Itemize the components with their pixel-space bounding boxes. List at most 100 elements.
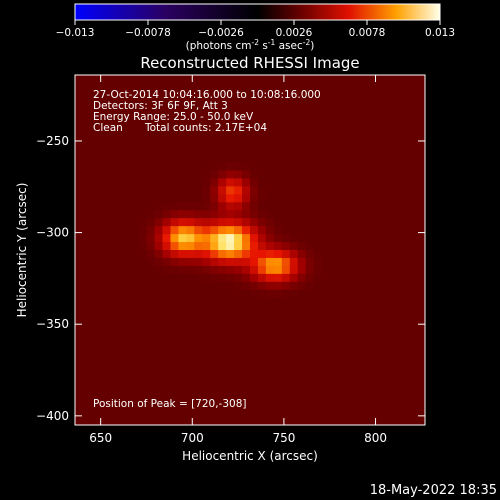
- heatmap-cell: [75, 265, 84, 275]
- heatmap-cell: [345, 178, 355, 187]
- heatmap-cell: [417, 154, 425, 164]
- heatmap-cell: [218, 154, 227, 164]
- heatmap-cell: [337, 417, 347, 425]
- heatmap-cell: [75, 162, 84, 172]
- colorbar: −0.013 −0.0078 −0.0026 0.0026 0.0078 0.013 (p…: [56, 3, 455, 52]
- heatmap-cell: [313, 281, 323, 291]
- heatmap-cell: [281, 146, 291, 156]
- heatmap-cell: [321, 401, 331, 410]
- heatmap-cell: [162, 250, 172, 259]
- heatmap-cell: [401, 409, 410, 418]
- heatmap-cell: [409, 345, 418, 355]
- heatmap-cell: [186, 106, 195, 116]
- heatmap-cell: [321, 353, 331, 362]
- heatmap-cell: [114, 289, 124, 299]
- heatmap-cell: [401, 353, 410, 362]
- heatmap-cell: [98, 321, 108, 331]
- heatmap-cell: [226, 273, 235, 283]
- heatmap-cell: [130, 321, 140, 331]
- heatmap-cell: [202, 257, 211, 267]
- heatmap-cell: [202, 146, 211, 156]
- heatmap-cell: [90, 265, 100, 275]
- heatmap-cell: [242, 250, 251, 259]
- heatmap-cell: [154, 138, 164, 148]
- heatmap-cell: [297, 194, 307, 203]
- heatmap-cell: [305, 106, 315, 116]
- heatmap-cell: [194, 218, 203, 227]
- heatmap-cell: [393, 194, 402, 203]
- heatmap-cell: [106, 75, 116, 84]
- heatmap-cell: [385, 250, 394, 259]
- heatmap-cell: [114, 186, 124, 195]
- heatmap-cell: [82, 146, 92, 156]
- heatmap-cell: [146, 234, 156, 243]
- heatmap-cell: [114, 154, 124, 164]
- heatmap-cell: [138, 329, 148, 339]
- heatmap-cell: [401, 194, 410, 203]
- heatmap-cell: [281, 98, 291, 108]
- heatmap-cell: [202, 75, 211, 84]
- heatmap-cell: [250, 313, 259, 323]
- heatmap-cell: [122, 265, 132, 275]
- heatmap-cell: [178, 138, 187, 148]
- heatmap-cell: [146, 106, 156, 116]
- heatmap-cell: [210, 218, 219, 227]
- heatmap-cell: [130, 297, 140, 307]
- heatmap-cell: [242, 98, 251, 108]
- heatmap-cell: [393, 273, 402, 283]
- heatmap-cell: [242, 369, 251, 378]
- heatmap-cell: [114, 393, 124, 402]
- heatmap-cell: [313, 82, 323, 92]
- heatmap-cell: [82, 106, 92, 116]
- heatmap-cell: [305, 114, 315, 124]
- heatmap-cell: [138, 305, 148, 315]
- heatmap-cell: [130, 98, 140, 108]
- heatmap-cell: [257, 281, 267, 291]
- heatmap-cell: [265, 409, 275, 418]
- heatmap-cell: [281, 337, 291, 347]
- heatmap-cell: [361, 138, 370, 148]
- heatmap-cell: [281, 130, 291, 140]
- heatmap-cell: [297, 226, 307, 235]
- heatmap-cell: [234, 401, 243, 410]
- heatmap-cell: [385, 106, 394, 116]
- heatmap-cell: [353, 218, 362, 227]
- heatmap-cell: [297, 257, 307, 267]
- heatmap-cell: [273, 250, 283, 259]
- heatmap-cell: [75, 170, 84, 180]
- heatmap-cell: [202, 393, 211, 402]
- heatmap-cell: [82, 250, 92, 259]
- heatmap-cell: [313, 210, 323, 219]
- heatmap-cell: [313, 226, 323, 235]
- heatmap-cell: [369, 281, 378, 291]
- heatmap-cell: [377, 257, 386, 267]
- heatmap-cell: [369, 122, 378, 132]
- heatmap-cell: [138, 297, 148, 307]
- heatmap-cell: [170, 313, 180, 323]
- heatmap-cell: [194, 409, 203, 418]
- heatmap-cell: [114, 250, 124, 259]
- heatmap-cell: [210, 202, 219, 211]
- heatmap-cell: [170, 281, 180, 291]
- heatmap-cell: [138, 257, 148, 267]
- heatmap-cell: [337, 305, 347, 315]
- heatmap-cell: [242, 305, 251, 315]
- heatmap-cell: [257, 242, 267, 251]
- heatmap-cell: [82, 226, 92, 235]
- heatmap-cell: [162, 218, 172, 227]
- heatmap-cell: [401, 130, 410, 140]
- heatmap-cell: [178, 337, 187, 347]
- heatmap-cell: [345, 106, 355, 116]
- heatmap-cell: [361, 114, 370, 124]
- heatmap-cell: [194, 82, 203, 92]
- heatmap-cell: [138, 273, 148, 283]
- heatmap-cell: [234, 234, 243, 243]
- heatmap-cell: [361, 122, 370, 132]
- heatmap-cell: [218, 265, 227, 275]
- heatmap-cell: [361, 385, 370, 394]
- heatmap-cell: [257, 257, 267, 267]
- heatmap-cell: [321, 257, 331, 267]
- heatmap-cell: [178, 130, 187, 140]
- heatmap-cell: [401, 242, 410, 251]
- heatmap-cell: [98, 122, 108, 132]
